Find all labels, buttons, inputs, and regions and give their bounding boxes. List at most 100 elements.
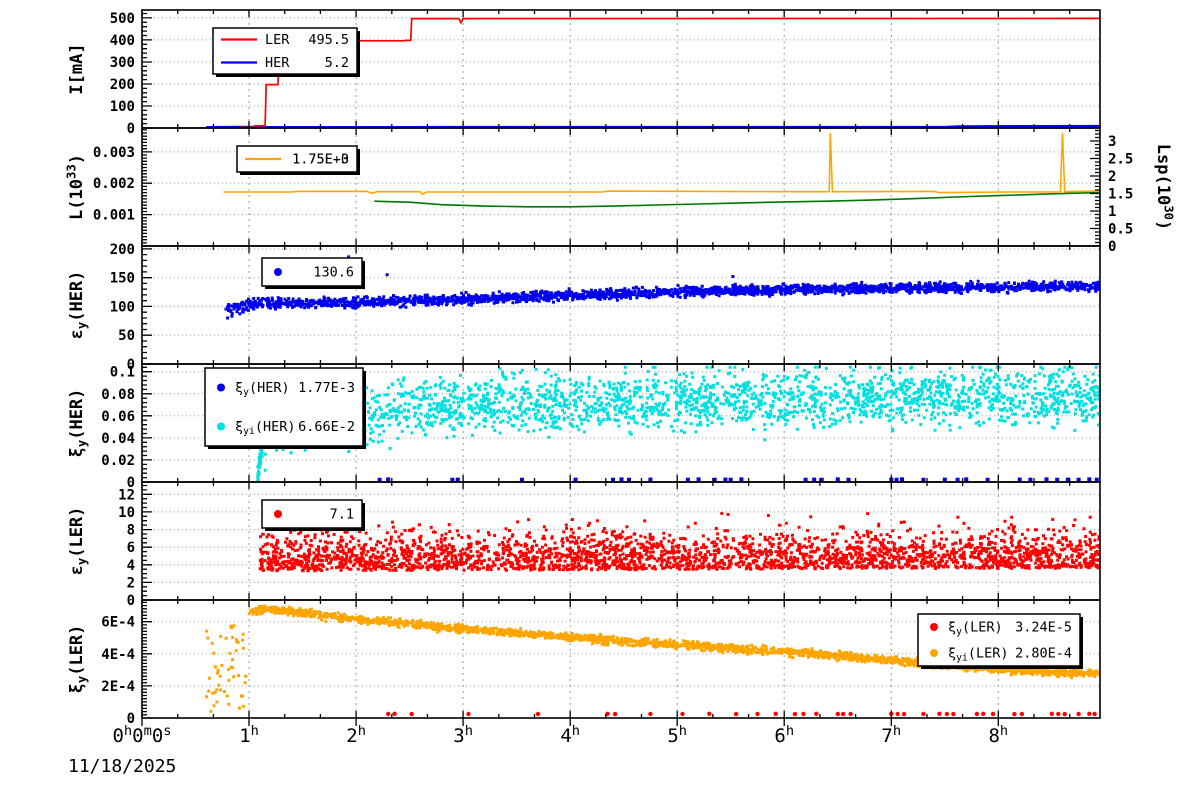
data-point <box>944 711 950 717</box>
legend-ey-her: 130.6 <box>261 257 365 289</box>
x-tick-label: 1h <box>239 723 259 747</box>
panel-beam-current: 0 100 200 300 400 500 I[mA] LER 495.5 HER 5.2 <box>67 9 1101 137</box>
legend-ey-ler: 7.1 <box>261 499 365 531</box>
y-tick-label: 0 <box>127 357 135 373</box>
y-tick-label: 50 <box>118 328 135 344</box>
data-point <box>755 711 760 717</box>
x-axis-date: 11/18/2025 <box>68 756 177 777</box>
data-point <box>386 711 391 717</box>
data-point <box>612 711 618 717</box>
legend-label: HER <box>265 55 290 71</box>
y-tick-label: 0.06 <box>101 409 135 425</box>
data-point <box>895 711 900 717</box>
y-tick-label: 200 <box>110 242 135 258</box>
legend-label: ξyi(HER) <box>235 419 295 437</box>
right-axis-title: Lsp(1030) <box>1153 144 1175 230</box>
series-xiyi-ler-preinjection <box>205 624 248 713</box>
y-axis-title-ey-ler: εy(LER) <box>67 507 89 576</box>
y-tick-label: 6E-4 <box>101 615 135 631</box>
legend-xiy-her: ξy(HER) 1.77E-3 ξyi(HER) 6.66E-2 <box>204 367 366 449</box>
x-tick-label: 8h <box>988 723 1008 747</box>
legend-marker-point <box>217 383 225 392</box>
right-tick-label: 1 <box>1108 204 1116 220</box>
y-tick-label: 0.001 <box>93 208 135 224</box>
series-layer <box>205 604 1100 717</box>
legend-label: ξyi(LER) <box>948 646 1008 664</box>
data-point <box>1092 711 1097 717</box>
x-tick-label: 5h <box>667 723 687 747</box>
y-tick-label: 100 <box>110 299 135 315</box>
panel-ey-ler: 0 24 68 10 12 εy(LER) 7.1 <box>67 481 1101 609</box>
data-point <box>814 711 819 716</box>
series-specific-luminosity <box>374 191 1100 208</box>
data-point <box>801 711 806 717</box>
data-point <box>901 711 907 717</box>
y-tick-label: 4 <box>127 558 135 574</box>
legend-value: 495.5 <box>308 32 349 48</box>
data-point <box>1019 711 1025 717</box>
legend-box <box>917 613 1081 667</box>
series-layer <box>256 365 1100 482</box>
right-tick-label: 1.5 <box>1108 186 1133 202</box>
data-point <box>974 711 980 717</box>
data-point <box>1076 711 1081 717</box>
y-tick-label: 400 <box>110 33 135 49</box>
y-tick-label: 6 <box>127 540 135 556</box>
y-tick-label: 0.1 <box>110 365 135 381</box>
data-point <box>648 711 653 717</box>
y-tick-label: 0 <box>127 121 135 137</box>
legend-value: 2.80E-4 <box>1015 646 1072 662</box>
y-tick-label: 0.08 <box>101 387 135 403</box>
axis-ticks <box>141 128 1100 247</box>
data-point <box>409 711 414 717</box>
series-ler-current <box>240 17 1100 128</box>
data-point <box>1056 711 1061 717</box>
y-tick-label: 200 <box>110 77 135 93</box>
legend-value: 7.1 <box>330 507 354 523</box>
data-point <box>707 711 712 716</box>
y-axis-title-ey-her: εy(HER) <box>67 271 89 340</box>
legend-marker-point <box>217 422 225 431</box>
legend-luminosity: 1.75E-31.75E+0 <box>236 145 360 175</box>
y-tick-label: 4E-4 <box>101 647 135 663</box>
y-tick-label: 0.003 <box>93 145 135 161</box>
data-point <box>1087 711 1092 716</box>
x-tick-label: 3h <box>453 723 473 747</box>
right-tick-label: 2 <box>1108 169 1116 185</box>
series-layer <box>258 511 1100 573</box>
y-tick-label: 2 <box>127 575 135 591</box>
panel-xiy-ler: 0 2E-4 4E-4 6E-4 ξy(LER) ξy(LER) 3.24E-5 ξyi(LE… <box>67 599 1101 727</box>
y-tick-label: 0 <box>127 711 135 727</box>
right-tick-label: 2.5 <box>1108 151 1133 167</box>
y-tick-label: 0.002 <box>93 176 135 192</box>
axis-ticks <box>141 600 1071 719</box>
x-tick-label: 0h0m0s <box>112 723 171 747</box>
right-tick-label: 3 <box>1108 134 1116 150</box>
data-point <box>792 711 798 717</box>
legend-value: 3.24E-5 <box>1015 620 1072 636</box>
y-axis-title-luminosity: L(1033) <box>65 154 87 220</box>
data-point <box>835 711 840 717</box>
y-tick-label: 0 <box>127 593 135 609</box>
legend-marker-point <box>274 510 282 518</box>
legend-beam-current: LER 495.5 HER 5.2 <box>212 27 360 77</box>
panel-xiy-her: 0 0.02 0.04 0.06 0.08 0.1 ξy(HER) ξy(HER) 1.77E-… <box>67 363 1101 491</box>
data-point <box>605 711 610 716</box>
legend-value: 1.77E-3 <box>298 380 355 396</box>
legend-label: ξy(HER) <box>235 380 290 398</box>
legend-xiy-ler: ξy(LER) 3.24E-5 ξyi(LER) 2.80E-4 <box>917 613 1083 669</box>
x-tick-label: 6h <box>774 723 794 747</box>
y-tick-label: 12 <box>118 487 135 503</box>
y-tick-label: 300 <box>110 55 135 71</box>
legend-box <box>212 27 358 75</box>
series-xiyi-her-main <box>262 365 1100 472</box>
right-tick-label: 0 <box>1108 239 1116 255</box>
data-point <box>840 711 846 717</box>
legend-label: ξy(LER) <box>948 620 1003 638</box>
legend-value-overlay: 1.75E+0 <box>292 152 349 168</box>
legend-marker-point <box>930 623 938 631</box>
legend-value: 5.2 <box>325 55 349 71</box>
series-ey-ler <box>258 511 1100 573</box>
panel-frame <box>141 599 1101 719</box>
